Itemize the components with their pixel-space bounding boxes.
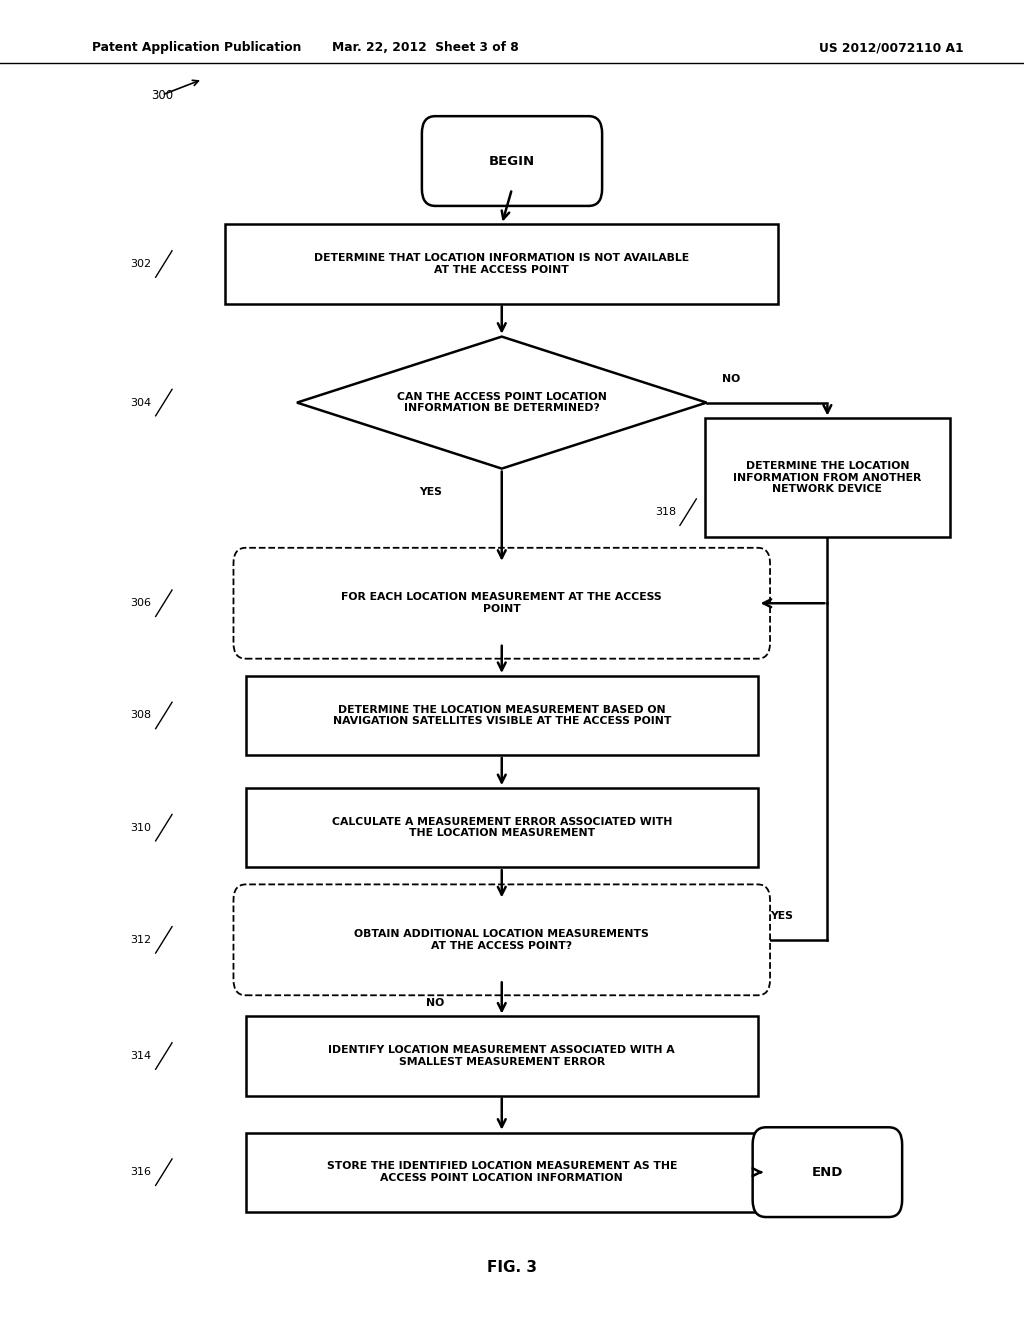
Text: 312: 312 xyxy=(130,935,152,945)
Text: 318: 318 xyxy=(654,507,676,517)
Text: DETERMINE THE LOCATION
INFORMATION FROM ANOTHER
NETWORK DEVICE: DETERMINE THE LOCATION INFORMATION FROM … xyxy=(733,461,922,495)
Text: 310: 310 xyxy=(130,822,152,833)
Text: CAN THE ACCESS POINT LOCATION
INFORMATION BE DETERMINED?: CAN THE ACCESS POINT LOCATION INFORMATIO… xyxy=(397,392,606,413)
Text: 306: 306 xyxy=(130,598,152,609)
Bar xyxy=(225,224,778,304)
Text: 302: 302 xyxy=(130,259,152,269)
FancyBboxPatch shape xyxy=(233,548,770,659)
Text: US 2012/0072110 A1: US 2012/0072110 A1 xyxy=(818,41,964,54)
Text: IDENTIFY LOCATION MEASUREMENT ASSOCIATED WITH A
SMALLEST MEASUREMENT ERROR: IDENTIFY LOCATION MEASUREMENT ASSOCIATED… xyxy=(329,1045,675,1067)
Bar xyxy=(246,676,758,755)
Text: DETERMINE THAT LOCATION INFORMATION IS NOT AVAILABLE
AT THE ACCESS POINT: DETERMINE THAT LOCATION INFORMATION IS N… xyxy=(314,253,689,275)
Text: YES: YES xyxy=(770,911,793,921)
Text: DETERMINE THE LOCATION MEASUREMENT BASED ON
NAVIGATION SATELLITES VISIBLE AT THE: DETERMINE THE LOCATION MEASUREMENT BASED… xyxy=(333,705,671,726)
Text: END: END xyxy=(812,1166,843,1179)
Bar xyxy=(246,1133,758,1212)
Polygon shape xyxy=(297,337,707,469)
Text: FOR EACH LOCATION MEASUREMENT AT THE ACCESS
POINT: FOR EACH LOCATION MEASUREMENT AT THE ACC… xyxy=(341,593,663,614)
Text: 316: 316 xyxy=(130,1167,152,1177)
Text: STORE THE IDENTIFIED LOCATION MEASUREMENT AS THE
ACCESS POINT LOCATION INFORMATI: STORE THE IDENTIFIED LOCATION MEASUREMEN… xyxy=(327,1162,677,1183)
FancyBboxPatch shape xyxy=(753,1127,902,1217)
Text: CALCULATE A MEASUREMENT ERROR ASSOCIATED WITH
THE LOCATION MEASUREMENT: CALCULATE A MEASUREMENT ERROR ASSOCIATED… xyxy=(332,817,672,838)
Text: NO: NO xyxy=(426,998,444,1008)
FancyBboxPatch shape xyxy=(422,116,602,206)
Text: 304: 304 xyxy=(130,397,152,408)
Text: Patent Application Publication: Patent Application Publication xyxy=(92,41,301,54)
Text: BEGIN: BEGIN xyxy=(488,154,536,168)
Bar xyxy=(705,418,950,537)
Bar xyxy=(246,1016,758,1096)
Text: 300: 300 xyxy=(152,88,174,102)
Bar xyxy=(246,788,758,867)
Text: NO: NO xyxy=(722,374,740,384)
FancyBboxPatch shape xyxy=(233,884,770,995)
Text: YES: YES xyxy=(419,487,441,498)
Text: 314: 314 xyxy=(130,1051,152,1061)
Text: OBTAIN ADDITIONAL LOCATION MEASUREMENTS
AT THE ACCESS POINT?: OBTAIN ADDITIONAL LOCATION MEASUREMENTS … xyxy=(354,929,649,950)
Text: Mar. 22, 2012  Sheet 3 of 8: Mar. 22, 2012 Sheet 3 of 8 xyxy=(332,41,518,54)
Text: 308: 308 xyxy=(130,710,152,721)
Text: FIG. 3: FIG. 3 xyxy=(487,1259,537,1275)
